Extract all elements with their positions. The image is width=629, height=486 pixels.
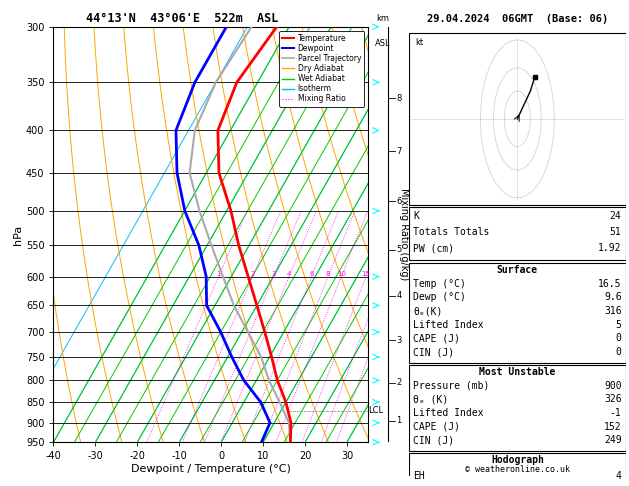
Text: Most Unstable: Most Unstable [479, 367, 555, 377]
Text: Lifted Index: Lifted Index [413, 408, 484, 418]
Text: ASL: ASL [374, 39, 390, 48]
Text: CIN (J): CIN (J) [413, 435, 454, 445]
Text: Totals Totals: Totals Totals [413, 227, 489, 237]
Text: K: K [413, 211, 419, 221]
Text: θₑ (K): θₑ (K) [413, 395, 448, 404]
Text: 8: 8 [326, 271, 330, 277]
Text: 8: 8 [397, 94, 402, 103]
Y-axis label: hPa: hPa [13, 225, 23, 244]
Text: 5: 5 [397, 245, 402, 254]
Text: 4: 4 [397, 292, 402, 300]
Text: 249: 249 [604, 435, 621, 445]
Text: 4: 4 [616, 471, 621, 481]
Text: 2: 2 [397, 378, 402, 387]
Text: 316: 316 [604, 306, 621, 316]
Text: 1.92: 1.92 [598, 243, 621, 253]
Text: 9.6: 9.6 [604, 293, 621, 302]
Text: Surface: Surface [497, 265, 538, 275]
Text: Temp (°C): Temp (°C) [413, 279, 466, 289]
Text: 10: 10 [337, 271, 346, 277]
FancyBboxPatch shape [409, 263, 626, 363]
Text: LCL: LCL [369, 406, 384, 415]
Text: Dewp (°C): Dewp (°C) [413, 293, 466, 302]
Text: 5: 5 [616, 320, 621, 330]
FancyBboxPatch shape [409, 207, 626, 260]
Text: © weatheronline.co.uk: © weatheronline.co.uk [465, 465, 570, 474]
Text: 1: 1 [216, 271, 221, 277]
Text: 4: 4 [287, 271, 291, 277]
Text: 51: 51 [610, 227, 621, 237]
Text: 3: 3 [271, 271, 276, 277]
Text: 0: 0 [616, 347, 621, 357]
Text: Pressure (mb): Pressure (mb) [413, 381, 489, 391]
Text: 326: 326 [604, 395, 621, 404]
Text: 44°13'N  43°06'E  522m  ASL: 44°13'N 43°06'E 522m ASL [86, 12, 279, 25]
Text: 900: 900 [604, 381, 621, 391]
Text: km: km [376, 14, 389, 22]
Text: kt: kt [415, 38, 423, 47]
X-axis label: Dewpoint / Temperature (°C): Dewpoint / Temperature (°C) [131, 464, 291, 474]
FancyBboxPatch shape [409, 453, 626, 486]
Text: 1: 1 [397, 417, 402, 425]
Text: -1: -1 [610, 408, 621, 418]
Text: CAPE (J): CAPE (J) [413, 333, 460, 344]
Text: 24: 24 [610, 211, 621, 221]
Text: 6: 6 [397, 197, 402, 206]
Text: 2: 2 [250, 271, 255, 277]
Text: 6: 6 [309, 271, 314, 277]
FancyBboxPatch shape [409, 33, 626, 205]
Text: CIN (J): CIN (J) [413, 347, 454, 357]
Text: 152: 152 [604, 422, 621, 432]
Text: Mixing Ratio (g/kg): Mixing Ratio (g/kg) [399, 189, 409, 280]
Text: Lifted Index: Lifted Index [413, 320, 484, 330]
Text: EH: EH [413, 471, 425, 481]
Text: 29.04.2024  06GMT  (Base: 06): 29.04.2024 06GMT (Base: 06) [426, 15, 608, 24]
Text: CAPE (J): CAPE (J) [413, 422, 460, 432]
Text: PW (cm): PW (cm) [413, 243, 454, 253]
Text: 3: 3 [397, 336, 402, 345]
Text: 16.5: 16.5 [598, 279, 621, 289]
Text: θₑ(K): θₑ(K) [413, 306, 443, 316]
Text: Hodograph: Hodograph [491, 455, 544, 466]
Text: 15: 15 [362, 271, 370, 277]
FancyBboxPatch shape [409, 365, 626, 451]
Legend: Temperature, Dewpoint, Parcel Trajectory, Dry Adiabat, Wet Adiabat, Isotherm, Mi: Temperature, Dewpoint, Parcel Trajectory… [279, 31, 364, 106]
Text: 7: 7 [397, 147, 402, 156]
Text: 0: 0 [616, 333, 621, 344]
